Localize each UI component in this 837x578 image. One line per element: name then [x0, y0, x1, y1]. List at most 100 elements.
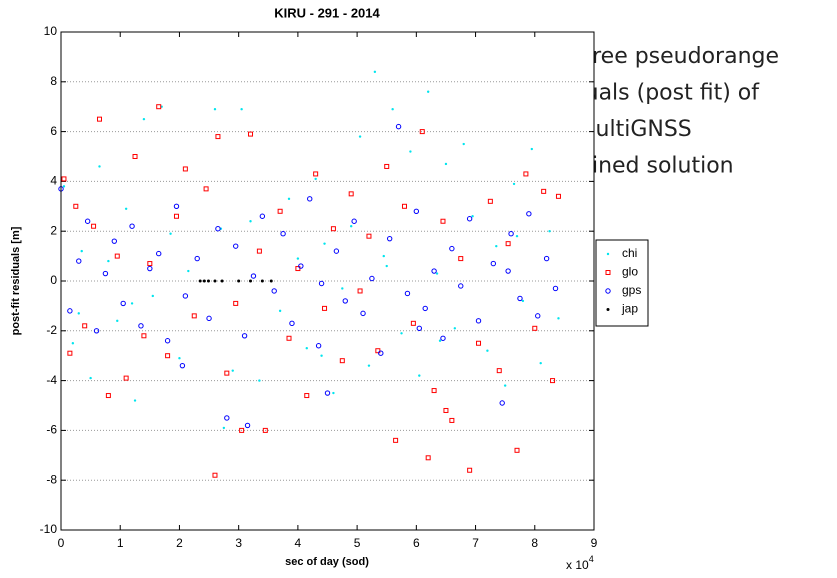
point-marker — [385, 264, 388, 268]
square-marker — [96, 116, 102, 122]
circle-marker — [458, 283, 464, 289]
square-marker — [256, 248, 262, 254]
circle-marker — [244, 422, 251, 429]
circle-marker — [475, 318, 482, 324]
circle-marker — [179, 362, 186, 369]
dot-marker — [213, 279, 217, 283]
legend-label: gps — [622, 283, 641, 297]
point-marker — [444, 162, 448, 166]
square-marker — [239, 427, 245, 433]
square-marker — [532, 325, 538, 331]
point-marker — [453, 327, 457, 330]
point-marker — [240, 107, 243, 111]
point-marker — [296, 257, 300, 260]
square-marker — [165, 353, 171, 359]
circle-marker — [298, 263, 304, 269]
circle-marker — [605, 288, 611, 294]
square-marker — [147, 261, 153, 267]
point-marker — [521, 299, 525, 303]
dot-marker — [198, 279, 202, 283]
square-marker — [224, 370, 230, 376]
circle-marker — [259, 213, 266, 219]
x-tick-label: 7 — [472, 536, 479, 550]
circle-marker — [386, 235, 393, 242]
circle-marker — [164, 338, 171, 344]
y-tick-label: -10 — [40, 522, 58, 536]
circle-marker — [543, 255, 550, 262]
point-marker — [539, 361, 542, 365]
point-marker — [435, 272, 439, 275]
circle-marker — [369, 275, 375, 282]
legend-label: chi — [622, 246, 637, 260]
square-marker — [605, 270, 611, 275]
point-marker — [320, 354, 323, 357]
square-marker — [67, 350, 73, 356]
square-marker — [91, 223, 97, 229]
square-marker — [82, 323, 88, 329]
circle-marker — [67, 308, 73, 314]
square-marker — [366, 233, 372, 239]
y-tick-label: 8 — [50, 74, 57, 88]
point-marker — [151, 294, 154, 298]
circle-marker — [416, 325, 422, 332]
point-marker — [187, 269, 190, 273]
circle-marker — [120, 300, 126, 307]
point-marker — [503, 384, 507, 387]
circle-marker — [449, 245, 455, 252]
square-marker — [425, 455, 431, 461]
square-marker — [476, 340, 482, 346]
x-tick-label: 5 — [354, 536, 361, 550]
square-marker — [132, 154, 138, 159]
square-marker — [330, 226, 336, 232]
square-marker — [440, 218, 446, 224]
circle-marker — [431, 268, 437, 274]
x-scale-base: x 10 — [566, 558, 589, 572]
circle-marker — [111, 238, 118, 244]
point-marker — [305, 347, 308, 350]
circle-marker — [206, 315, 212, 322]
y-tick-label: 6 — [50, 124, 57, 138]
x-tick-label: 9 — [591, 536, 598, 550]
square-marker — [541, 188, 547, 194]
square-marker — [419, 129, 425, 135]
circle-marker — [351, 218, 357, 224]
point-marker — [530, 147, 534, 151]
point-marker — [71, 342, 75, 345]
point-marker — [89, 376, 92, 380]
point-marker — [249, 220, 252, 223]
point-marker — [367, 364, 371, 367]
point-marker — [486, 349, 489, 352]
x-tick-label: 2 — [176, 536, 183, 550]
square-marker — [73, 203, 79, 209]
point-marker — [391, 107, 394, 111]
circle-marker — [490, 260, 497, 267]
dot-marker — [249, 279, 253, 283]
square-marker — [384, 163, 390, 169]
square-marker — [215, 134, 221, 140]
point-marker — [258, 379, 261, 382]
x-tick-label: 4 — [295, 536, 302, 550]
square-marker — [191, 313, 197, 319]
point-marker — [169, 232, 172, 235]
y-tick-label: 2 — [50, 223, 57, 237]
point-marker — [231, 369, 234, 372]
circle-marker — [250, 273, 257, 279]
circle-marker — [215, 226, 221, 232]
y-axis-label: post-fit residuals [m] — [10, 226, 22, 335]
point-marker — [400, 332, 403, 335]
square-marker — [182, 166, 188, 172]
circle-marker — [395, 123, 402, 130]
circle-marker — [173, 203, 180, 210]
square-marker — [105, 393, 111, 399]
circle-marker — [422, 305, 428, 312]
circle-marker — [315, 343, 322, 349]
square-marker — [339, 358, 345, 364]
point-marker — [130, 302, 134, 305]
circle-marker — [499, 400, 505, 406]
point-marker — [314, 177, 317, 181]
square-marker — [123, 375, 129, 381]
square-marker — [523, 171, 529, 177]
point-marker — [278, 309, 282, 313]
y-tick-label: 4 — [50, 174, 57, 188]
